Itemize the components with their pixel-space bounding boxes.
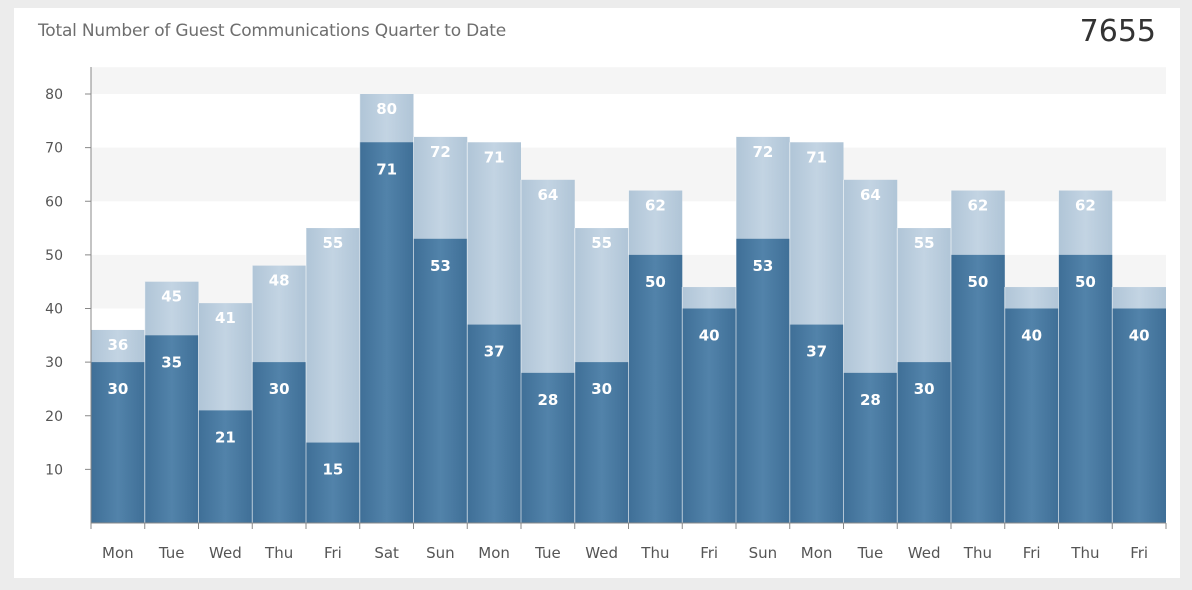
data-label-value: 40: [1021, 327, 1042, 345]
x-tick-label: Thu: [963, 544, 992, 562]
x-tick-label: Wed: [908, 544, 941, 562]
data-label-value: 53: [430, 257, 451, 275]
data-label-value: 37: [484, 343, 505, 361]
bar-value: [682, 308, 736, 523]
data-label-total: 62: [1075, 197, 1096, 215]
bar-value: [91, 362, 145, 523]
data-label-total: 62: [967, 197, 988, 215]
data-label-value: 35: [161, 353, 182, 371]
x-tick-label: Fri: [324, 544, 342, 562]
bar-value: [574, 362, 629, 523]
data-label-total: 48: [269, 272, 290, 290]
data-label-total: 72: [430, 143, 451, 161]
data-label-total: 62: [645, 197, 666, 215]
data-label-value: 30: [914, 380, 935, 398]
x-tick-label: Fri: [1130, 544, 1148, 562]
data-label-value: 30: [269, 380, 290, 398]
y-tick-label: 40: [45, 302, 63, 318]
data-label-total: 71: [806, 148, 827, 166]
x-tick-label: Thu: [264, 544, 293, 562]
x-tick-label: Tue: [158, 544, 185, 562]
x-tick-label: Wed: [585, 544, 618, 562]
data-label-value: 21: [215, 428, 236, 446]
x-tick-label: Sat: [374, 544, 399, 562]
bar-value: [789, 324, 844, 523]
bar-value: [467, 324, 521, 523]
bar-value: [252, 362, 306, 523]
x-tick-label: Sun: [749, 544, 778, 562]
x-tick-label: Fri: [1023, 544, 1041, 562]
bar-value: [736, 238, 790, 523]
bar-value: [521, 372, 575, 523]
x-tick-label: Mon: [801, 544, 833, 562]
data-label-total: 64: [860, 186, 881, 204]
x-tick-label: Wed: [209, 544, 242, 562]
data-label-value: 40: [1129, 327, 1150, 345]
bar-value: [1004, 308, 1059, 523]
data-label-value: 50: [967, 273, 988, 291]
bar-value: [1058, 254, 1113, 523]
x-tick-label: Tue: [534, 544, 561, 562]
x-tick-label: Fri: [700, 544, 718, 562]
data-label-total: 55: [322, 234, 343, 252]
data-label-value: 28: [860, 391, 881, 409]
x-tick-label: Sun: [426, 544, 455, 562]
y-tick-label: 50: [45, 248, 63, 264]
bar-value: [359, 142, 414, 523]
data-label-value: 50: [645, 273, 666, 291]
data-label-total: 45: [161, 288, 182, 306]
x-tick-label: Thu: [640, 544, 669, 562]
y-tick-label: 80: [45, 87, 63, 103]
y-tick-label: 20: [45, 409, 63, 425]
grid-band: [91, 67, 1166, 94]
chart-title: Total Number of Guest Communications Qua…: [38, 21, 506, 41]
bar-value: [306, 442, 360, 523]
data-label-value: 37: [806, 343, 827, 361]
x-tick-label: Mon: [102, 544, 134, 562]
bar-value: [413, 238, 468, 523]
data-label-total: 72: [752, 143, 773, 161]
data-label-value: 53: [752, 257, 773, 275]
bar-value: [198, 410, 253, 523]
data-label-total: 71: [484, 148, 505, 166]
data-label-total: 64: [537, 186, 558, 204]
data-label-total: 36: [107, 336, 128, 354]
bar-value: [897, 362, 951, 523]
x-tick-label: Mon: [478, 544, 510, 562]
y-tick-label: 10: [45, 462, 63, 478]
x-tick-label: Thu: [1070, 544, 1099, 562]
data-label-value: 15: [322, 461, 343, 479]
data-label-value: 50: [1075, 273, 1096, 291]
bar-value: [144, 335, 199, 523]
data-label-total: 55: [591, 234, 612, 252]
data-label-value: 30: [591, 380, 612, 398]
data-label-total: 41: [215, 309, 236, 327]
bar-value: [1112, 308, 1166, 523]
y-tick-label: 60: [45, 194, 63, 210]
x-tick-label: Tue: [857, 544, 884, 562]
data-label-value: 71: [376, 160, 397, 178]
data-label-value: 30: [107, 380, 128, 398]
y-tick-label: 70: [45, 141, 63, 157]
data-label-value: 28: [537, 391, 558, 409]
data-label-total: 55: [914, 234, 935, 252]
total-count: 7655: [1079, 14, 1156, 49]
data-label-total: 80: [376, 100, 397, 118]
data-label-value: 40: [699, 327, 720, 345]
y-tick-label: 30: [45, 355, 63, 371]
bar-value: [951, 254, 1005, 523]
bar-value: [843, 372, 898, 523]
bar-value: [628, 254, 683, 523]
